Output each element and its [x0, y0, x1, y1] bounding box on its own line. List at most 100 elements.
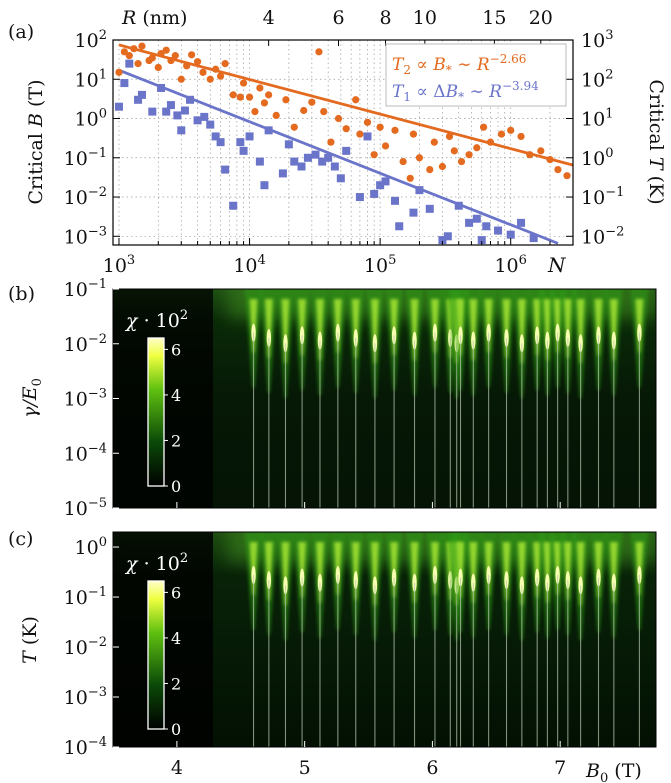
x-tick-label: 105: [364, 253, 396, 277]
data-point-t1: [381, 177, 390, 186]
data-point-t1: [517, 218, 526, 227]
resonance-core: [281, 299, 290, 364]
top-tick-label: 10: [413, 7, 437, 29]
colorbar-c: χ · 102 0 2 4 6: [124, 551, 188, 739]
data-point-t2: [415, 154, 424, 162]
colorbar-tick-label: 4: [171, 629, 181, 648]
data-point-t1: [186, 95, 195, 104]
panel-a: (a) R (nm) 10−3 10−2 10−1 100 101 102 10−2 10−1…: [8, 7, 667, 277]
data-point-t1: [529, 234, 538, 243]
resonance-core: [609, 542, 618, 603]
data-point-t1: [297, 162, 306, 171]
data-point-t2: [370, 151, 378, 159]
data-point-t1: [134, 95, 143, 104]
data-point-t2: [115, 68, 123, 76]
top-axis-label: R (nm): [121, 7, 187, 29]
data-point-t2: [554, 165, 562, 174]
panel-b-label: (b): [8, 283, 35, 305]
colorbar-tick-label: 0: [171, 720, 181, 739]
data-point-t2: [162, 46, 170, 54]
data-point-t2: [265, 91, 273, 99]
data-point-t2: [251, 108, 259, 116]
y-tick-label: 10−4: [64, 735, 107, 759]
data-point-t2: [193, 58, 202, 66]
y-tick-label: 10−3: [64, 224, 107, 248]
y-tick-label: 10−3: [64, 685, 107, 709]
y2-tick-label: 102: [581, 67, 613, 91]
y-axis-label-right: Critical T (K): [645, 79, 667, 204]
data-point-t1: [114, 102, 123, 111]
data-point-t1: [370, 189, 379, 198]
data-point-t2: [376, 123, 384, 131]
y2-tick-label: 103: [581, 28, 613, 52]
panel-a-frame: [112, 39, 574, 246]
y2-tick-label: 10−1: [581, 185, 624, 209]
data-point-t1: [193, 116, 202, 125]
resonance-core: [315, 299, 324, 361]
data-point-t1: [284, 140, 293, 149]
colorbar-tick-label: 2: [171, 674, 181, 693]
data-point-t1: [260, 181, 269, 190]
resonance-core: [315, 542, 324, 603]
data-point-t2: [171, 52, 179, 60]
data-point-t2: [479, 123, 488, 131]
data-point-t1: [482, 222, 491, 231]
data-point-t1: [278, 169, 287, 178]
resonance-core: [576, 542, 585, 606]
data-point-t1: [391, 196, 400, 205]
panel-c-frame: [112, 531, 657, 748]
y-tick-label: 10−5: [64, 496, 107, 520]
y2-tick-label: 100: [581, 146, 613, 170]
colorbar-b: χ · 102 0 2 4 6: [124, 308, 188, 496]
y-tick-label: 100: [75, 535, 107, 559]
data-point-t2: [212, 65, 220, 73]
data-point-t2: [300, 106, 308, 115]
data-point-t2: [120, 48, 128, 56]
data-point-t2: [167, 56, 175, 65]
y-tick-label: 102: [75, 28, 107, 52]
data-point-t1: [206, 120, 215, 129]
data-point-t1: [425, 204, 434, 213]
data-point-t2: [563, 172, 571, 180]
y-tick-label: 10−2: [64, 635, 107, 659]
x-tick-label: 104: [233, 253, 265, 277]
data-point-t1: [303, 153, 312, 162]
data-point-t1: [454, 201, 463, 210]
data-point-t2: [199, 68, 207, 76]
resonance-core: [563, 542, 572, 601]
y2-tick-label: 10−2: [581, 224, 624, 248]
data-point-t2: [154, 63, 162, 72]
data-point-t1: [137, 90, 146, 99]
data-point-t2: [229, 91, 237, 99]
resonance-core: [281, 542, 290, 606]
data-point-t1: [336, 174, 345, 183]
data-point-t1: [255, 157, 264, 166]
data-point-t2: [245, 93, 254, 101]
data-point-t2: [188, 51, 196, 59]
resonance-core: [517, 542, 526, 606]
panel-a-label: (a): [8, 21, 34, 43]
y-tick-label: 100: [75, 107, 107, 131]
data-point-t1: [290, 157, 299, 166]
x-tick-label: 5: [299, 757, 311, 779]
data-point-t2: [216, 72, 225, 80]
resonance-core: [351, 542, 360, 601]
legend-entry-t1: T1 ∝ ΔB* ∼ R−3.94: [392, 79, 539, 104]
data-point-t1: [472, 214, 481, 223]
resonance-core: [410, 542, 419, 603]
data-point-t2: [352, 96, 360, 104]
data-point-t1: [318, 157, 327, 166]
x-tick-label: 106: [494, 253, 526, 277]
panel-c-label: (c): [8, 528, 33, 550]
y-tick-label: 10−2: [64, 332, 107, 356]
panel-b-resonances: [227, 289, 656, 508]
data-point-t2: [236, 93, 244, 101]
data-point-t2: [342, 125, 350, 133]
data-point-t2: [130, 45, 138, 53]
data-point-t2: [356, 130, 364, 138]
data-point-t2: [183, 62, 191, 70]
panel-a-points: [114, 42, 571, 245]
colorbar-tick-label: 4: [171, 386, 181, 405]
data-point-t1: [415, 186, 424, 195]
